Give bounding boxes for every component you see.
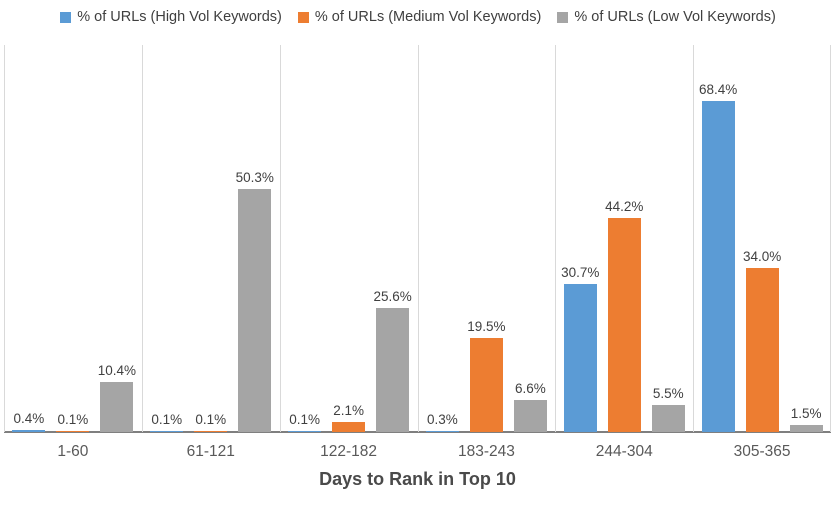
bar-data-label: 0.3%: [427, 411, 458, 427]
bar--of-urls-low-vol-keywords-: [376, 308, 410, 432]
x-axis-title: Days to Rank in Top 10: [319, 469, 516, 489]
bar-data-label: 0.1%: [151, 411, 183, 427]
bar--of-urls-high-vol-keywords-: [425, 430, 459, 432]
bar-data-label: 30.7%: [561, 264, 600, 280]
square-swatch-icon: [297, 11, 309, 23]
bar--of-urls-medium-vol-keywords-: [745, 267, 779, 432]
x-axis-line: [4, 431, 831, 433]
bar-data-label: 68.4%: [698, 82, 738, 98]
category-label: 183-243: [457, 443, 515, 460]
bar-data-label: 50.3%: [235, 169, 274, 185]
legend-item-label: % of URLs (High Vol Keywords): [77, 9, 282, 25]
bar-data-label: 0.4%: [13, 411, 45, 427]
bar-data-label: 19.5%: [467, 318, 506, 334]
category-label: 122-182: [320, 443, 378, 460]
bar--of-urls-medium-vol-keywords-: [56, 430, 90, 432]
bar--of-urls-medium-vol-keywords-: [332, 421, 366, 432]
legend-item-label: % of URLs (Medium Vol Keywords): [314, 9, 542, 25]
legend-item: % of URLs (High Vol Keywords): [60, 9, 282, 25]
bar--of-urls-high-vol-keywords-: [563, 283, 597, 432]
square-swatch-icon: [557, 11, 569, 23]
square-swatch-icon: [60, 11, 72, 23]
bar--of-urls-medium-vol-keywords-: [194, 430, 228, 432]
bar--of-urls-high-vol-keywords-: [150, 430, 184, 432]
legend-item: % of URLs (Medium Vol Keywords): [297, 9, 542, 25]
bar--of-urls-low-vol-keywords-: [789, 424, 823, 432]
chart-legend: % of URLs (High Vol Keywords) % of URLs (…: [0, 6, 836, 28]
category-boundary-gridline: [693, 45, 694, 432]
bar-data-label: 25.6%: [373, 289, 412, 305]
category-label: 1-60: [57, 443, 89, 460]
bar--of-urls-high-vol-keywords-: [12, 430, 46, 432]
bar-data-label: 34.0%: [742, 248, 782, 264]
legend-item-label: % of URLs (Low Vol Keywords): [574, 9, 776, 25]
category-boundary-gridline: [4, 45, 5, 432]
legend-item: % of URLs (Low Vol Keywords): [557, 9, 776, 25]
bar--of-urls-medium-vol-keywords-: [469, 337, 503, 432]
bar--of-urls-low-vol-keywords-: [238, 188, 272, 432]
bar-data-label: 5.5%: [652, 386, 684, 402]
bar-data-label: 6.6%: [515, 381, 546, 397]
bar-data-label: 10.4%: [97, 362, 137, 378]
plot-area: 0.4% 0.1% 10.4% 0.1% 0.1% 50.3% 0.1% 2.1% 25.6% 0…: [4, 45, 831, 433]
category-boundary-gridline: [280, 45, 281, 432]
category-label: 244-304: [595, 443, 653, 460]
category-boundary-gridline: [555, 45, 556, 432]
bar-data-label: 1.5%: [790, 405, 822, 421]
category-label: 305-365: [733, 443, 791, 460]
category-label: 61-121: [186, 443, 235, 460]
bar--of-urls-low-vol-keywords-: [513, 400, 547, 432]
bar--of-urls-high-vol-keywords-: [288, 430, 322, 432]
category-boundary-gridline: [418, 45, 419, 432]
bar-data-label: 0.1%: [289, 411, 320, 427]
bar--of-urls-low-vol-keywords-: [100, 381, 134, 432]
bar-data-label: 44.2%: [605, 199, 644, 215]
bar-data-label: 0.1%: [195, 411, 227, 427]
category-boundary-gridline: [142, 45, 143, 432]
category-boundary-gridline: [830, 45, 831, 432]
bar--of-urls-low-vol-keywords-: [651, 405, 685, 432]
bar-data-label: 2.1%: [333, 402, 364, 418]
bar--of-urls-high-vol-keywords-: [701, 101, 735, 432]
x-axis-tick-labels: 1-60 61-121 122-182 183-243 244-304 305-365: [4, 443, 831, 463]
bar--of-urls-medium-vol-keywords-: [607, 218, 641, 432]
bar-data-label: 0.1%: [57, 411, 89, 427]
